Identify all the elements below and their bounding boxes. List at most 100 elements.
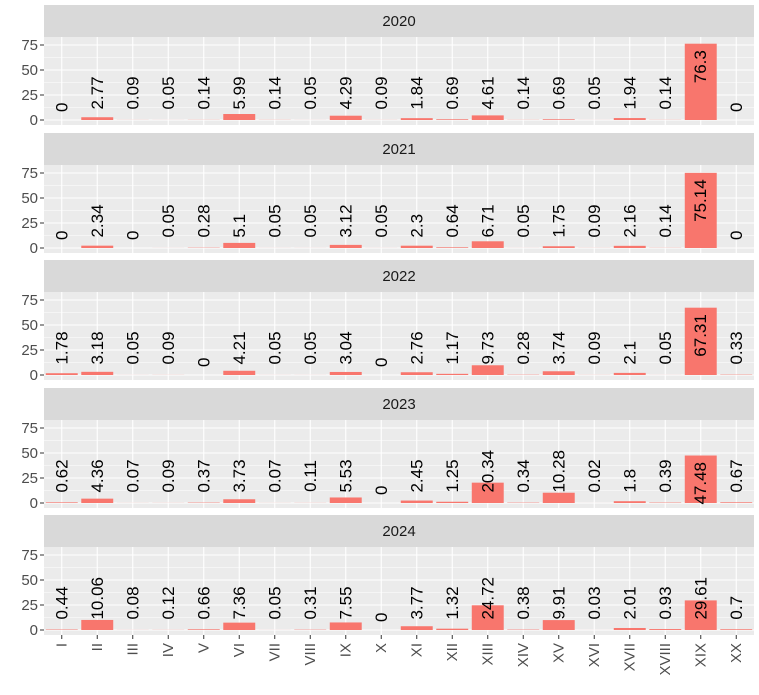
data-label: 0.37 (194, 459, 213, 492)
data-label: 2.45 (407, 459, 426, 492)
data-label: 20.34 (478, 450, 497, 493)
bar-II (81, 498, 114, 503)
bar-XV (542, 371, 575, 375)
data-label: 0.03 (585, 586, 604, 619)
x-tick-label-XIII: XIII (479, 643, 496, 666)
x-tick-label-XIV: XIV (515, 643, 532, 667)
y-tick-label: 25 (21, 597, 38, 614)
y-tick-label: 50 (21, 190, 38, 207)
bar-XVII (613, 118, 646, 120)
facet-panel-2023: 2023 0 25 50 75 0.62 4.36 0.07 0.09 0.37 3.73 0.07 0… (21, 388, 754, 512)
y-tick-label: 50 (21, 317, 38, 334)
facet-strip (44, 260, 754, 292)
data-label: 0.12 (159, 586, 178, 619)
data-label: 0.31 (301, 586, 320, 619)
data-label: 0.05 (265, 204, 284, 237)
bar-XIII (471, 605, 504, 630)
data-label: 3.04 (336, 331, 355, 364)
data-label: 2.01 (620, 586, 639, 619)
bar-XI (400, 118, 433, 120)
bar-XVII (613, 372, 646, 375)
bar-XIX (684, 307, 717, 375)
bar-XII (436, 628, 469, 630)
bar-IX (329, 244, 362, 248)
data-label: 1.17 (443, 331, 462, 364)
data-label: 0 (372, 486, 391, 495)
data-label: 3.73 (230, 459, 249, 492)
data-label: 67.31 (691, 314, 710, 357)
bar-XX (720, 629, 753, 630)
data-label: 76.3 (691, 50, 710, 83)
y-tick-label: 25 (21, 470, 38, 487)
data-label: 0 (372, 613, 391, 622)
y-tick-label: 0 (30, 240, 38, 257)
data-label: 0.14 (514, 76, 533, 109)
bar-XIX (684, 43, 717, 121)
facet-panel-2021: 2021 0 25 50 75 0 2.34 0 0.05 0.28 5.1 0.05 0.05 3.12… (21, 133, 754, 257)
data-label: 3.12 (336, 204, 355, 237)
data-label: 1.75 (549, 204, 568, 237)
data-label: 0.67 (727, 459, 746, 492)
bar-II (81, 117, 114, 120)
data-label: 0.69 (549, 76, 568, 109)
data-label: 0.02 (585, 459, 604, 492)
data-label: 9.73 (478, 331, 497, 364)
bar-XII (436, 373, 469, 375)
bar-XIX (684, 172, 717, 248)
data-label: 0.05 (585, 76, 604, 109)
data-label: 0.14 (194, 76, 213, 109)
data-label: 0.33 (727, 331, 746, 364)
bar-VI (223, 499, 256, 503)
bar-XIX (684, 455, 717, 503)
data-label: 7.55 (336, 586, 355, 619)
x-tick-label-XVIII: XVIII (657, 643, 674, 676)
data-label: 3.18 (88, 331, 107, 364)
data-label: 0.05 (301, 331, 320, 364)
bar-II (81, 619, 114, 630)
x-tick-label-I: I (53, 643, 70, 647)
data-label: 6.71 (478, 204, 497, 237)
data-label: 4.29 (336, 76, 355, 109)
x-tick-label-VII: VII (266, 643, 283, 661)
facet-panel-2024: 2024 0 25 50 75 0.44 10.06 0.08 0.12 0.66 7.36 0.05… (21, 515, 754, 676)
data-label: 0.05 (265, 586, 284, 619)
bar-IX (329, 497, 362, 503)
x-tick-label-III: III (124, 643, 141, 656)
bar-II (81, 371, 114, 375)
data-label: 47.48 (691, 462, 710, 505)
data-label: 24.72 (478, 577, 497, 620)
bar-VI (223, 370, 256, 375)
y-tick-label: 50 (21, 62, 38, 79)
facet-strip (44, 388, 754, 420)
x-tick-label-XIX: XIX (692, 643, 709, 667)
data-label: 29.61 (691, 577, 710, 620)
facet-strip (44, 5, 754, 37)
panel-background (44, 292, 754, 380)
panel-background (44, 547, 754, 635)
bar-XVII (613, 627, 646, 630)
data-label: 0 (727, 103, 746, 112)
data-label: 0.08 (123, 586, 142, 619)
data-label: 10.28 (549, 450, 568, 493)
data-label: 0.7 (727, 596, 746, 620)
data-label: 0.28 (514, 331, 533, 364)
panel-background (44, 420, 754, 508)
x-tick-label-X: X (373, 643, 390, 653)
data-label: 0.34 (514, 459, 533, 492)
bar-VI (223, 242, 256, 248)
x-tick-label-II: II (89, 643, 106, 651)
bar-XIII (471, 241, 504, 248)
y-tick-label: 75 (21, 292, 38, 309)
data-label: 0.05 (301, 76, 320, 109)
y-tick-label: 0 (30, 367, 38, 384)
data-label: 0.09 (372, 76, 391, 109)
bar-XV (542, 119, 575, 120)
data-label: 0.14 (656, 76, 675, 109)
bar-XII (436, 501, 469, 503)
bar-VI (223, 114, 256, 120)
bar-XI (400, 245, 433, 248)
x-tick-label-VIII: VIII (302, 643, 319, 666)
bar-XVII (613, 501, 646, 503)
data-label: 9.91 (549, 586, 568, 619)
